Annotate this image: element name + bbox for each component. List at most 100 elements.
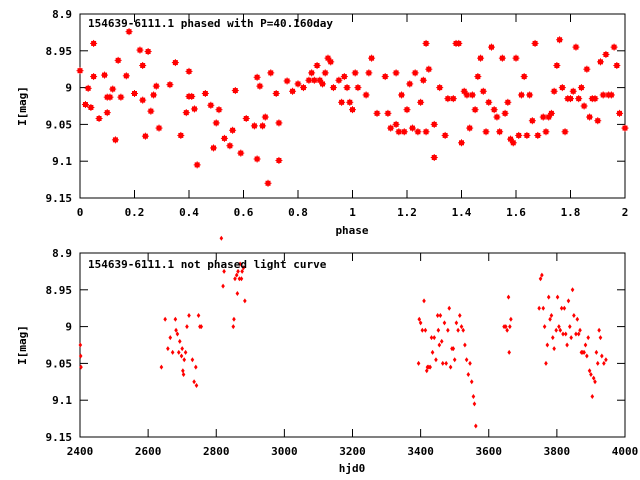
data-point bbox=[477, 54, 485, 62]
data-point bbox=[562, 305, 567, 311]
data-point bbox=[411, 69, 419, 77]
x-tick-label: 1.4 bbox=[452, 206, 472, 219]
data-points bbox=[78, 235, 608, 429]
data-point bbox=[587, 368, 592, 374]
data-point bbox=[159, 364, 164, 370]
data-point bbox=[505, 327, 509, 333]
data-point bbox=[381, 73, 389, 81]
data-point bbox=[403, 106, 411, 114]
data-point bbox=[243, 298, 247, 304]
data-point bbox=[546, 294, 551, 300]
data-point bbox=[103, 109, 111, 117]
data-point bbox=[593, 379, 597, 385]
data-point bbox=[234, 272, 239, 278]
data-point bbox=[458, 139, 465, 147]
data-point bbox=[177, 131, 185, 139]
data-point bbox=[417, 98, 425, 106]
data-point bbox=[441, 131, 449, 139]
data-point bbox=[226, 142, 234, 150]
data-point bbox=[192, 379, 196, 385]
data-point bbox=[78, 353, 83, 359]
x-tick-label: 3800 bbox=[544, 445, 571, 458]
data-point bbox=[575, 316, 580, 322]
data-point bbox=[482, 128, 490, 136]
data-point bbox=[509, 316, 513, 322]
data-point bbox=[585, 353, 589, 359]
data-point bbox=[340, 73, 348, 81]
data-point bbox=[561, 331, 565, 337]
data-point bbox=[553, 62, 561, 70]
data-point bbox=[240, 268, 244, 274]
data-point bbox=[196, 313, 201, 319]
data-point bbox=[440, 360, 445, 366]
data-point bbox=[457, 313, 462, 319]
data-point bbox=[574, 331, 578, 337]
x-tick-label: 3600 bbox=[476, 445, 503, 458]
data-point bbox=[150, 91, 158, 99]
x-tick-label: 1 bbox=[349, 206, 356, 219]
data-point bbox=[531, 39, 539, 47]
data-point bbox=[368, 54, 376, 62]
x-tick-label: 1.2 bbox=[397, 206, 417, 219]
data-point bbox=[439, 338, 444, 344]
data-point bbox=[267, 69, 275, 77]
data-point bbox=[508, 324, 512, 330]
data-point bbox=[596, 58, 604, 66]
x-tick-label: 2 bbox=[622, 206, 629, 219]
data-point bbox=[194, 364, 198, 370]
data-point bbox=[275, 119, 283, 127]
y-tick-labels: 8.9 8.95 9 9.05 9.1 9.15 bbox=[46, 8, 73, 205]
y-tick-label: 9.05 bbox=[46, 357, 73, 370]
x-tick-label: 3000 bbox=[271, 445, 298, 458]
data-point bbox=[586, 335, 591, 341]
data-point bbox=[554, 327, 558, 333]
data-point bbox=[507, 135, 515, 143]
data-point bbox=[422, 39, 430, 47]
data-point bbox=[256, 82, 264, 90]
data-point bbox=[420, 327, 425, 333]
data-point bbox=[233, 276, 237, 282]
data-point bbox=[507, 349, 511, 355]
data-point bbox=[219, 235, 224, 241]
data-point bbox=[236, 268, 240, 274]
data-point bbox=[139, 96, 147, 104]
data-point bbox=[289, 87, 297, 95]
y-tick-labels: 8.9 8.95 9 9.05 9.1 9.15 bbox=[46, 247, 73, 444]
data-point bbox=[238, 261, 242, 267]
data-point bbox=[406, 80, 414, 88]
data-point bbox=[544, 360, 548, 366]
data-point bbox=[583, 65, 591, 73]
data-point bbox=[447, 305, 452, 311]
data-point bbox=[451, 346, 456, 352]
data-point bbox=[181, 371, 186, 377]
data-point bbox=[455, 39, 463, 47]
data-point bbox=[563, 331, 568, 337]
data-point bbox=[170, 349, 175, 355]
data-point bbox=[589, 371, 593, 377]
data-point bbox=[163, 316, 167, 322]
data-point bbox=[125, 28, 133, 36]
data-point bbox=[474, 73, 482, 81]
data-point bbox=[435, 313, 440, 319]
data-point bbox=[515, 131, 523, 139]
data-point bbox=[600, 353, 604, 359]
data-point bbox=[222, 268, 226, 274]
data-point bbox=[582, 349, 586, 355]
data-point bbox=[442, 320, 447, 326]
data-point bbox=[392, 69, 400, 77]
data-point bbox=[237, 149, 245, 157]
data-point bbox=[537, 305, 541, 311]
data-point bbox=[253, 73, 261, 81]
data-point bbox=[354, 84, 362, 92]
data-point bbox=[232, 316, 236, 322]
data-point bbox=[550, 335, 555, 341]
data-point bbox=[591, 95, 599, 103]
data-point bbox=[602, 50, 610, 58]
data-point bbox=[466, 124, 474, 132]
data-point bbox=[496, 128, 504, 136]
data-point bbox=[242, 115, 250, 123]
data-point bbox=[437, 342, 442, 348]
data-point bbox=[327, 58, 335, 66]
plot-frame bbox=[79, 252, 626, 438]
